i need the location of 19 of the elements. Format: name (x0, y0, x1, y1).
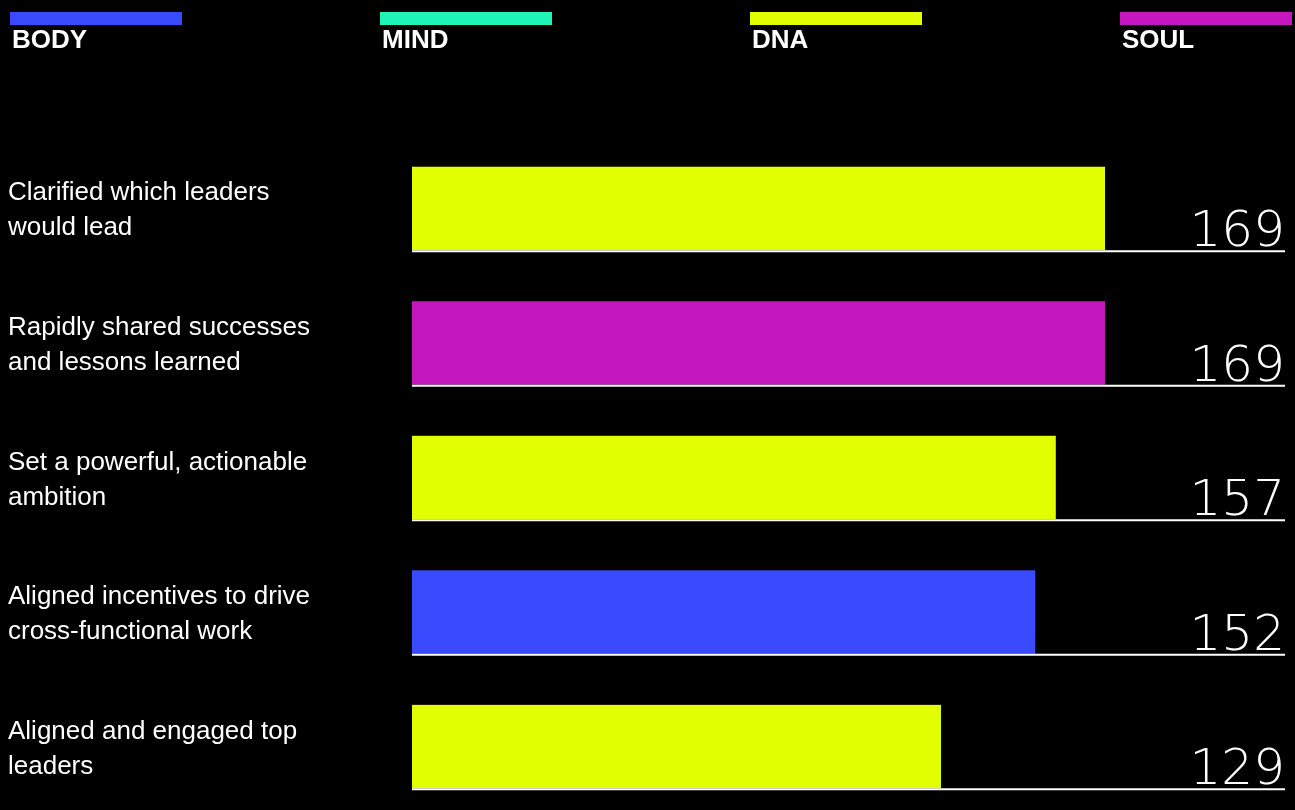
bar (412, 570, 1036, 654)
legend-label: MIND (382, 24, 449, 54)
data-label: 152 (1189, 603, 1285, 662)
bar (412, 166, 1105, 251)
data-label: 129 (1189, 738, 1285, 797)
legend-label: DNA (752, 24, 809, 54)
data-label: 169 (1189, 200, 1285, 259)
y-tick-label: Rapidly shared successes and lessons learned (8, 310, 311, 376)
bar (412, 704, 941, 789)
data-label: 169 (1189, 334, 1285, 393)
legend-label: BODY (12, 24, 88, 54)
data-label: 157 (1189, 469, 1285, 528)
y-tick-label: Clarified which leaders would lead (7, 176, 270, 242)
y-tick-label: Aligned incentives to drive cross-functional work (8, 580, 311, 646)
y-tick-label: Set a powerful, actionable ambition (8, 445, 308, 511)
bar (412, 301, 1105, 385)
y-tick-label: Aligned and engaged top leaders (8, 714, 298, 780)
bar (412, 435, 1056, 520)
legend-label: SOUL (1122, 24, 1195, 54)
